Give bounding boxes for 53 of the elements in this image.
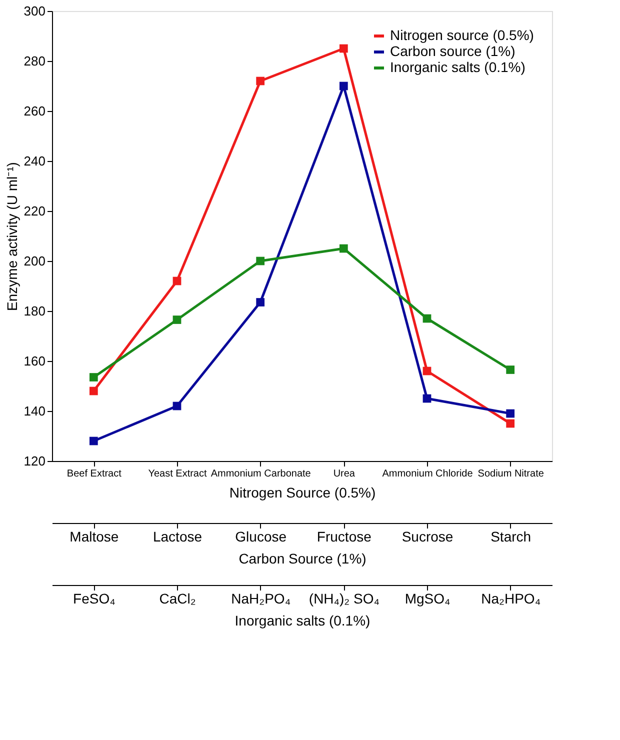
point xyxy=(256,256,265,266)
x-tick-label: Beef Extract xyxy=(66,468,122,480)
x-tick-label: Ammonium Chloride xyxy=(382,468,474,480)
y-tick-label: 180 xyxy=(24,304,46,318)
y-tick-label: 220 xyxy=(24,204,46,218)
point xyxy=(172,276,182,286)
point xyxy=(506,366,515,374)
text: Lactose xyxy=(152,528,202,544)
x-tick-label: Sodium Nitrate xyxy=(478,468,544,480)
point xyxy=(256,298,265,306)
y-tick-label: 300 xyxy=(24,4,46,18)
x-axis-title: Nitrogen Source (0.5%) xyxy=(229,484,376,500)
y-tick-label: 280 xyxy=(24,54,46,68)
x-tick-label: Ammonium Carbonate xyxy=(210,468,312,480)
point xyxy=(89,373,98,382)
point xyxy=(339,244,348,253)
y-tick-label: 240 xyxy=(24,154,46,168)
text: Starch xyxy=(490,528,532,544)
y-tick-label: 120 xyxy=(24,454,46,468)
text: Maltose xyxy=(70,528,119,544)
legend-label: Inorganic salts (0.1%) xyxy=(390,59,526,75)
point xyxy=(506,419,515,428)
text: Sucrose xyxy=(402,528,454,544)
point xyxy=(422,314,432,323)
text: Inorganic salts (0.1%) xyxy=(234,612,370,628)
y-axis-title: Enzyme activity (U ml⁻¹) xyxy=(4,162,20,311)
text: NaH₂PO₄ xyxy=(231,590,291,606)
point xyxy=(422,366,432,376)
y-tick-label: 200 xyxy=(24,254,46,268)
y-tick-label: 140 xyxy=(24,404,46,418)
legend-label: Carbon source (1%) xyxy=(390,43,516,59)
point xyxy=(256,76,265,86)
text: Fructose xyxy=(316,528,372,544)
point xyxy=(89,436,98,446)
point xyxy=(172,316,182,324)
x-tick-label: Yeast Extract xyxy=(148,468,207,480)
point xyxy=(339,44,348,53)
text: MgSO₄ xyxy=(404,590,450,606)
y-tick-label: 160 xyxy=(24,354,46,368)
point xyxy=(422,394,432,403)
point xyxy=(339,82,348,90)
point xyxy=(506,409,515,418)
point xyxy=(89,386,98,396)
y-tick-label: 260 xyxy=(24,104,46,118)
legend-label: Nitrogen source (0.5%) xyxy=(390,27,534,43)
text: (NH₄)₂ SO₄ xyxy=(308,590,380,606)
point xyxy=(172,402,182,410)
text: Glucose xyxy=(235,528,287,544)
x-tick-label: Urea xyxy=(333,468,356,480)
text: Carbon Source (1%) xyxy=(238,550,366,566)
text: FeSO₄ xyxy=(73,590,116,606)
text: Na₂HPO₄ xyxy=(481,590,541,606)
text: CaCl₂ xyxy=(159,590,196,606)
